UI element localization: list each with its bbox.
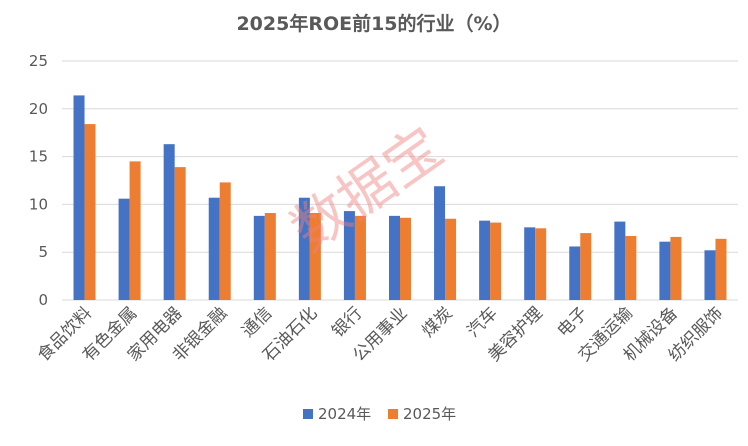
y-tick-label: 15 bbox=[29, 148, 48, 166]
bar-2024 bbox=[298, 197, 310, 300]
bar-2024 bbox=[343, 211, 355, 300]
y-tick-label: 5 bbox=[38, 243, 48, 261]
bar-2024 bbox=[389, 215, 400, 300]
x-tick-label: 银行 bbox=[328, 303, 366, 341]
bar-2024 bbox=[659, 241, 671, 300]
y-axis-ticks: 0 5 10 15 20 25 bbox=[29, 52, 48, 309]
legend-label: 2025年 bbox=[403, 405, 456, 423]
bar-2025 bbox=[84, 124, 96, 300]
legend-swatch bbox=[303, 409, 313, 419]
watermark-text: 数据宝 bbox=[280, 115, 455, 265]
bar-2025 bbox=[309, 213, 321, 300]
y-tick-label: 10 bbox=[29, 195, 48, 213]
bar-2025 bbox=[580, 233, 592, 300]
bar-2024 bbox=[704, 250, 716, 300]
legend-label: 2024年 bbox=[318, 405, 371, 423]
bar-2025 bbox=[400, 217, 411, 300]
bar-2024 bbox=[208, 197, 220, 300]
bar-2025 bbox=[354, 215, 366, 300]
bar-2025 bbox=[670, 236, 682, 300]
x-tick-label: 电子 bbox=[554, 303, 592, 341]
bars bbox=[73, 95, 727, 300]
bar-2024 bbox=[434, 186, 446, 300]
bar-2025 bbox=[445, 218, 457, 300]
y-tick-label: 0 bbox=[38, 291, 48, 309]
bar-2024 bbox=[479, 220, 491, 300]
chart-title: 2025年ROE前15的行业（%） bbox=[236, 12, 511, 35]
bar-2024 bbox=[73, 95, 85, 300]
bar-2024 bbox=[118, 198, 130, 300]
bar-2025 bbox=[625, 235, 637, 300]
bar-2025 bbox=[174, 167, 186, 300]
x-tick-label: 通信 bbox=[238, 303, 276, 341]
bar-2025 bbox=[129, 161, 141, 300]
bar-2024 bbox=[253, 215, 265, 300]
y-tick-label: 20 bbox=[29, 100, 48, 118]
bar-2025 bbox=[715, 238, 727, 300]
bar-2024 bbox=[569, 246, 581, 300]
legend-swatch bbox=[388, 409, 398, 419]
x-tick-label: 汽车 bbox=[463, 303, 501, 341]
y-tick-label: 25 bbox=[29, 52, 48, 70]
bar-2025 bbox=[219, 182, 231, 300]
bar-2024 bbox=[524, 227, 536, 300]
bar-2024 bbox=[614, 221, 626, 300]
legend: 2024年 2025年 bbox=[303, 405, 456, 423]
x-tick-label: 煤炭 bbox=[418, 303, 456, 341]
bar-2025 bbox=[535, 228, 547, 300]
bar-2024 bbox=[163, 144, 175, 300]
bar-2025 bbox=[490, 222, 502, 300]
bar-2025 bbox=[264, 213, 276, 300]
